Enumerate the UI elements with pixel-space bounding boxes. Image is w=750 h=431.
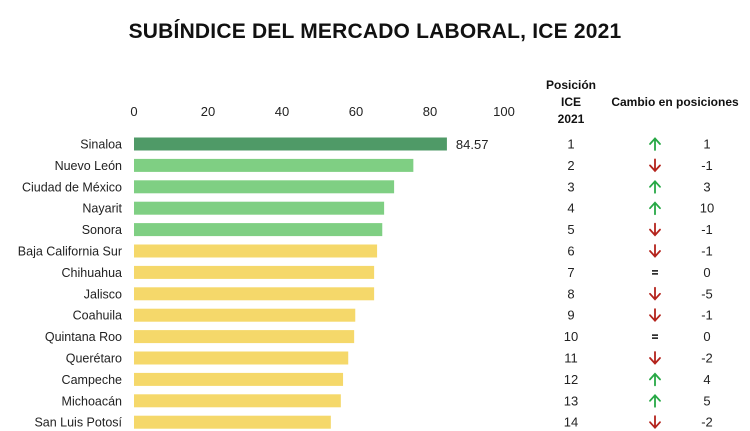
position-value: 10 [564, 329, 578, 344]
position-value: 7 [567, 265, 574, 280]
position-value: 12 [564, 372, 578, 387]
category-label: Michoacán [62, 394, 122, 408]
change-value: 0 [703, 329, 710, 344]
category-label: Campeche [62, 373, 122, 387]
arrow-down-icon [649, 158, 661, 173]
category-label: Sinaloa [80, 138, 122, 152]
category-label: Quintana Roo [45, 330, 122, 344]
change-value: -2 [701, 351, 713, 366]
x-tick-label: 40 [275, 104, 289, 119]
x-tick-label: 60 [349, 104, 363, 119]
category-label: Ciudad de México [22, 180, 122, 194]
arrow-up-icon [649, 179, 661, 194]
category-label: Jalisco [84, 287, 122, 301]
change-value: 1 [703, 137, 710, 152]
bar [134, 287, 375, 301]
bar [134, 158, 414, 172]
bar [134, 223, 383, 237]
header-change: Cambio en posiciones [611, 95, 739, 109]
value-label: 84.57 [456, 137, 489, 152]
bar [134, 394, 341, 408]
x-tick-label: 20 [201, 104, 215, 119]
change-value: -1 [701, 244, 713, 259]
arrow-up-icon [649, 201, 661, 216]
arrow-down-icon [649, 308, 661, 323]
arrow-up-icon [649, 372, 661, 387]
x-tick-label: 0 [130, 104, 137, 119]
equal-icon [652, 270, 658, 275]
category-label: Sonora [82, 223, 122, 237]
bar [134, 372, 344, 386]
bar [134, 308, 356, 322]
arrow-down-icon [649, 351, 661, 365]
position-value: 14 [564, 415, 578, 430]
arrow-down-icon [649, 244, 661, 258]
change-value: -1 [701, 222, 713, 237]
x-tick-label: 80 [423, 104, 437, 119]
change-value: -1 [701, 308, 713, 323]
change-value: 5 [703, 393, 710, 408]
position-value: 2 [567, 158, 574, 173]
bar [134, 265, 375, 279]
arrow-down-icon [649, 415, 661, 430]
change-value: 10 [700, 201, 714, 216]
change-value: 4 [703, 372, 710, 387]
x-tick-label: 100 [493, 104, 515, 119]
position-value: 8 [567, 286, 574, 301]
category-label: Querétaro [66, 352, 122, 366]
bar [134, 415, 331, 429]
header-position-line: 2021 [558, 112, 585, 126]
chart-title: SUBÍNDICE DEL MERCADO LABORAL, ICE 2021 [128, 20, 622, 43]
category-label: Nayarit [82, 202, 122, 216]
change-value: -1 [701, 158, 713, 173]
bar [134, 351, 349, 365]
position-value: 4 [567, 201, 574, 216]
bar [134, 244, 378, 258]
equal-icon [652, 334, 658, 339]
header-position-line: Posición [546, 78, 596, 92]
change-value: 0 [703, 265, 710, 280]
arrow-down-icon [649, 286, 661, 301]
change-value: -5 [701, 286, 713, 301]
change-value: -2 [701, 415, 713, 430]
arrow-up-icon [649, 137, 661, 151]
category-label: Baja California Sur [18, 245, 122, 259]
category-label: Nuevo León [55, 159, 122, 173]
category-label: Coahuila [73, 309, 122, 323]
bar [134, 137, 447, 151]
position-value: 6 [567, 244, 574, 259]
bar [134, 180, 395, 194]
change-value: 3 [703, 179, 710, 194]
position-value: 13 [564, 393, 578, 408]
bar [134, 201, 385, 215]
bar [134, 330, 355, 344]
arrow-up-icon [649, 393, 661, 408]
arrow-down-icon [649, 222, 661, 237]
position-value: 3 [567, 179, 574, 194]
category-label: San Luis Potosí [34, 416, 122, 430]
header-position-line: ICE [561, 95, 581, 109]
position-value: 5 [567, 222, 574, 237]
category-label: Chihuahua [62, 266, 123, 280]
position-value: 1 [567, 137, 574, 152]
position-value: 11 [564, 351, 578, 366]
position-value: 9 [567, 308, 574, 323]
